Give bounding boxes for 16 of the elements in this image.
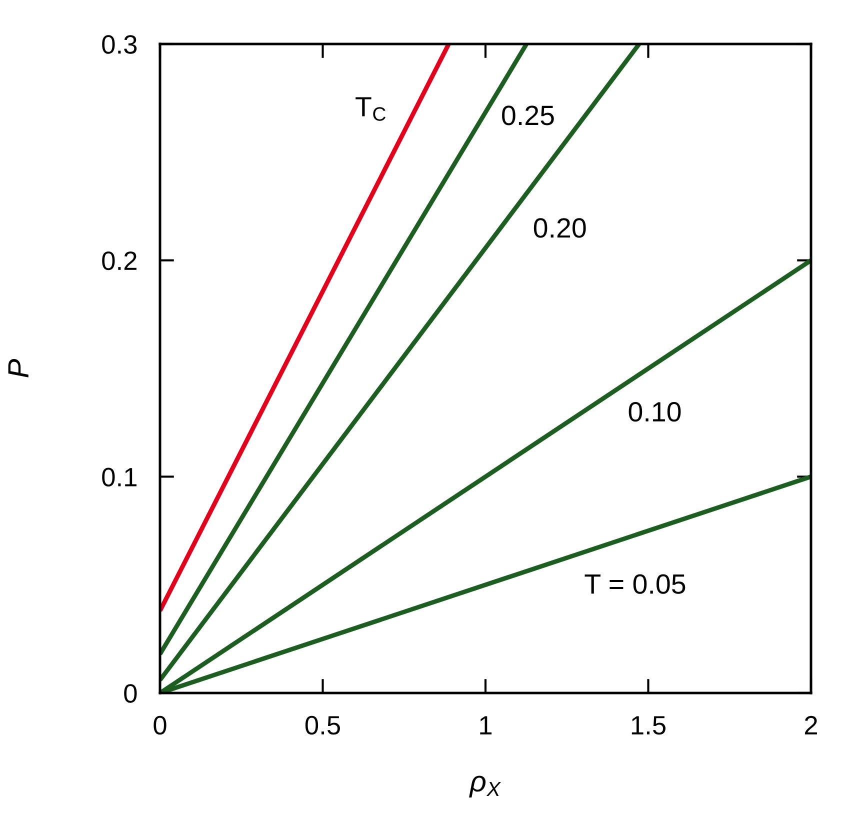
series-label: 0.25 — [502, 106, 554, 126]
y-tick-label: 0.3 — [102, 35, 137, 54]
series-label: 0.20 — [534, 218, 586, 238]
x-tick-label: 2 — [804, 716, 818, 734]
y-tick-label: 0.1 — [102, 468, 136, 486]
x-tick-label: 0.5 — [305, 716, 340, 735]
x-axis-title: ρ$_{X}$ — [469, 776, 501, 798]
y-axis-title: P — [8, 358, 28, 378]
series-label: 0.10 — [628, 402, 681, 422]
y-tick-label: 0 — [124, 684, 137, 703]
series-label: T = 0.05 — [584, 574, 686, 594]
x-tick-label: 0 — [154, 716, 166, 735]
y-tick-label: 0.2 — [102, 251, 136, 270]
x-tick-label: 1 — [480, 716, 492, 734]
x-tick-label: 1.5 — [632, 716, 666, 735]
series-label: T$_{C}$ — [356, 97, 386, 121]
